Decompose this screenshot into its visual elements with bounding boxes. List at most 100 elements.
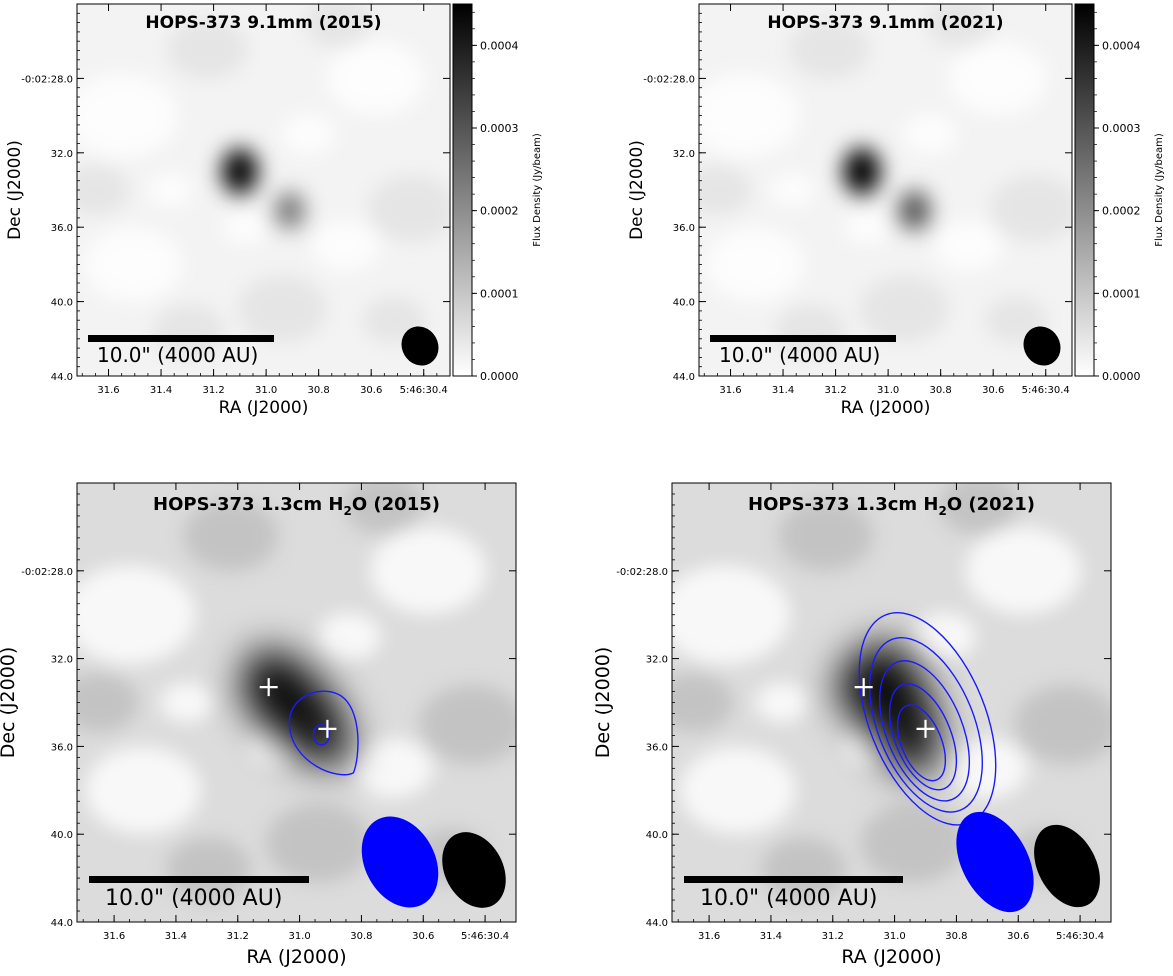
y-tick-label: -0:02:28.0 [21,567,73,578]
noise-blob [755,682,809,723]
noise-blob [965,527,1082,615]
title-rest: O (2021) [947,494,1035,515]
title-subscript: 2 [344,504,352,518]
emission [843,147,931,231]
noise-blob [83,227,183,302]
y-tick-label: 44.0 [51,372,73,383]
noise-blob [705,227,805,302]
noise-blob [265,803,372,883]
x-tick-label: 31.0 [883,931,905,942]
colorbar-tick-label: 0.0002 [480,205,519,218]
scale-bar [684,876,903,883]
noise-blob [948,738,1028,798]
scale-bar-label: 10.0" (4000 AU) [105,886,282,911]
x-tick-label: 31.6 [698,931,720,942]
noise-blob [1014,684,1111,764]
noise-blob [77,73,178,158]
panel-1: 10.0" (4000 AU) HOPS-373 9.1mm (2015) 31.6… [5,3,543,418]
chart-title: HOPS-373 1.3cm H2O (2015) [153,494,440,518]
image-area [699,4,1072,376]
scale-bar [88,335,274,342]
y-tick-label: 44.0 [51,918,73,929]
scale-bar [89,876,309,883]
cross-marker [854,678,873,697]
noise-blob [344,483,424,535]
noise-blob [160,682,214,723]
noise-blob [367,175,450,243]
y-tick-label: 32.0 [51,655,73,666]
image-area [77,4,450,376]
colorbar: 0.0004 0.0003 0.0002 0.0001 0.0000 Flux Densi… [1074,3,1165,383]
contour-level [288,690,359,776]
x-tick-label: 5:46:30.4 [1022,385,1070,396]
contour-level [888,683,958,791]
noise-texture [77,483,516,901]
title-main: HOPS-373 1.3cm H [748,494,938,515]
x-tick-label: 30.6 [360,385,382,396]
source-peak [274,191,305,230]
contours [288,690,359,776]
noise-blob [761,837,846,901]
scale-bar [710,335,896,342]
chart-title: HOPS-373 9.1mm (2015) [145,13,381,33]
x-tick-label: 30.8 [930,385,952,396]
colorbar-gradient [1074,3,1095,377]
noise-texture [699,4,1072,359]
colorbar-label: Flux Density (Jy/beam) [532,133,543,247]
y-tick-label: 36.0 [673,223,695,234]
chart-title: HOPS-373 9.1mm (2021) [767,13,1003,33]
x-tick-label: 31.4 [150,385,172,396]
noise-blob [84,746,201,834]
contour-level [896,704,947,782]
noise-blob [679,746,796,834]
noise-blob [77,164,130,216]
y-axis-label: Dec (J2000) [0,647,19,759]
x-tick-label: 30.6 [982,385,1004,396]
x-tick-label: 31.2 [822,931,844,942]
colorbar-tick-label: 0.0004 [1102,39,1141,52]
colorbar-label: Flux Density (Jy/beam) [1154,133,1165,247]
scale-bar-label: 10.0" (4000 AU) [719,343,880,367]
noise-blob [77,672,139,733]
noise-blob [903,114,958,155]
noise-blob [789,18,870,79]
x-tick-label: 30.8 [308,385,330,396]
noise-blob [844,210,890,244]
cross-marker [916,719,935,738]
title-main: HOPS-373 1.3cm H [153,494,343,515]
x-axis-label: RA (J2000) [246,946,346,968]
colorbar-tick-label: 0.0004 [480,39,519,52]
x-tick-label: 30.6 [1007,931,1029,942]
x-tick-label: 31.6 [103,931,125,942]
y-tick-label: 32.0 [51,149,73,160]
contour-level [878,660,971,802]
noise-blob [672,672,734,733]
x-tick-label: 31.6 [719,385,741,396]
colorbar-tick-label: 0.0001 [1102,287,1141,300]
noise-blob [147,173,193,207]
x-tick-label: 30.8 [350,931,372,942]
noise-blob [775,304,847,359]
x-tick-label: 31.4 [772,385,794,396]
panel-4: 10.0" (4000 AU) HOPS-373 1.3cm H2O (2021)… [592,482,1112,968]
beam-ellipse [361,816,439,908]
noise-blob [237,275,327,343]
beam-ellipse [1034,824,1100,908]
panel-3: 10.0" (4000 AU) HOPS-373 1.3cm H2O (2015)… [0,482,517,968]
source-peak [898,190,931,231]
noise-blob [859,275,949,343]
y-axis-label: Dec (J2000) [5,140,25,240]
image-area [672,483,1111,922]
title-subscript: 2 [939,504,947,518]
noise-blob [311,220,380,271]
x-tick-label: 31.0 [288,931,310,942]
cross-marker [259,678,278,697]
colorbar-tick-label: 0.0001 [480,287,519,300]
x-tick-label: 31.2 [202,385,224,396]
y-tick-label: 40.0 [51,830,73,841]
y-axis-label: Dec (J2000) [627,140,647,240]
beam-ellipse [1023,326,1061,366]
colorbar-tick-label: 0.0000 [480,370,519,383]
title-main: HOPS-373 9.1mm (2021) [767,13,1003,33]
